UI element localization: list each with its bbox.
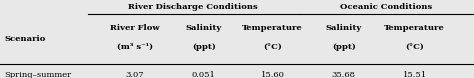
Text: (°C): (°C) [263, 43, 282, 51]
Text: Scenario: Scenario [4, 35, 46, 43]
Text: 35.68: 35.68 [332, 71, 356, 78]
Text: Spring–summer: Spring–summer [5, 71, 72, 78]
Text: Oceanic Conditions: Oceanic Conditions [340, 3, 432, 11]
Text: River Discharge Conditions: River Discharge Conditions [128, 3, 258, 11]
Text: Salinity: Salinity [186, 24, 222, 32]
Text: (m³ s⁻¹): (m³ s⁻¹) [117, 43, 153, 51]
Text: (ppt): (ppt) [192, 43, 216, 51]
Text: (°C): (°C) [405, 43, 424, 51]
Text: 3.07: 3.07 [126, 71, 145, 78]
Text: (ppt): (ppt) [332, 43, 356, 51]
Text: 0.051: 0.051 [192, 71, 216, 78]
Text: 15.51: 15.51 [403, 71, 427, 78]
Text: River Flow: River Flow [110, 24, 160, 32]
Text: Temperature: Temperature [242, 24, 303, 32]
Text: Temperature: Temperature [384, 24, 445, 32]
Text: 15.60: 15.60 [261, 71, 284, 78]
Text: Salinity: Salinity [326, 24, 362, 32]
